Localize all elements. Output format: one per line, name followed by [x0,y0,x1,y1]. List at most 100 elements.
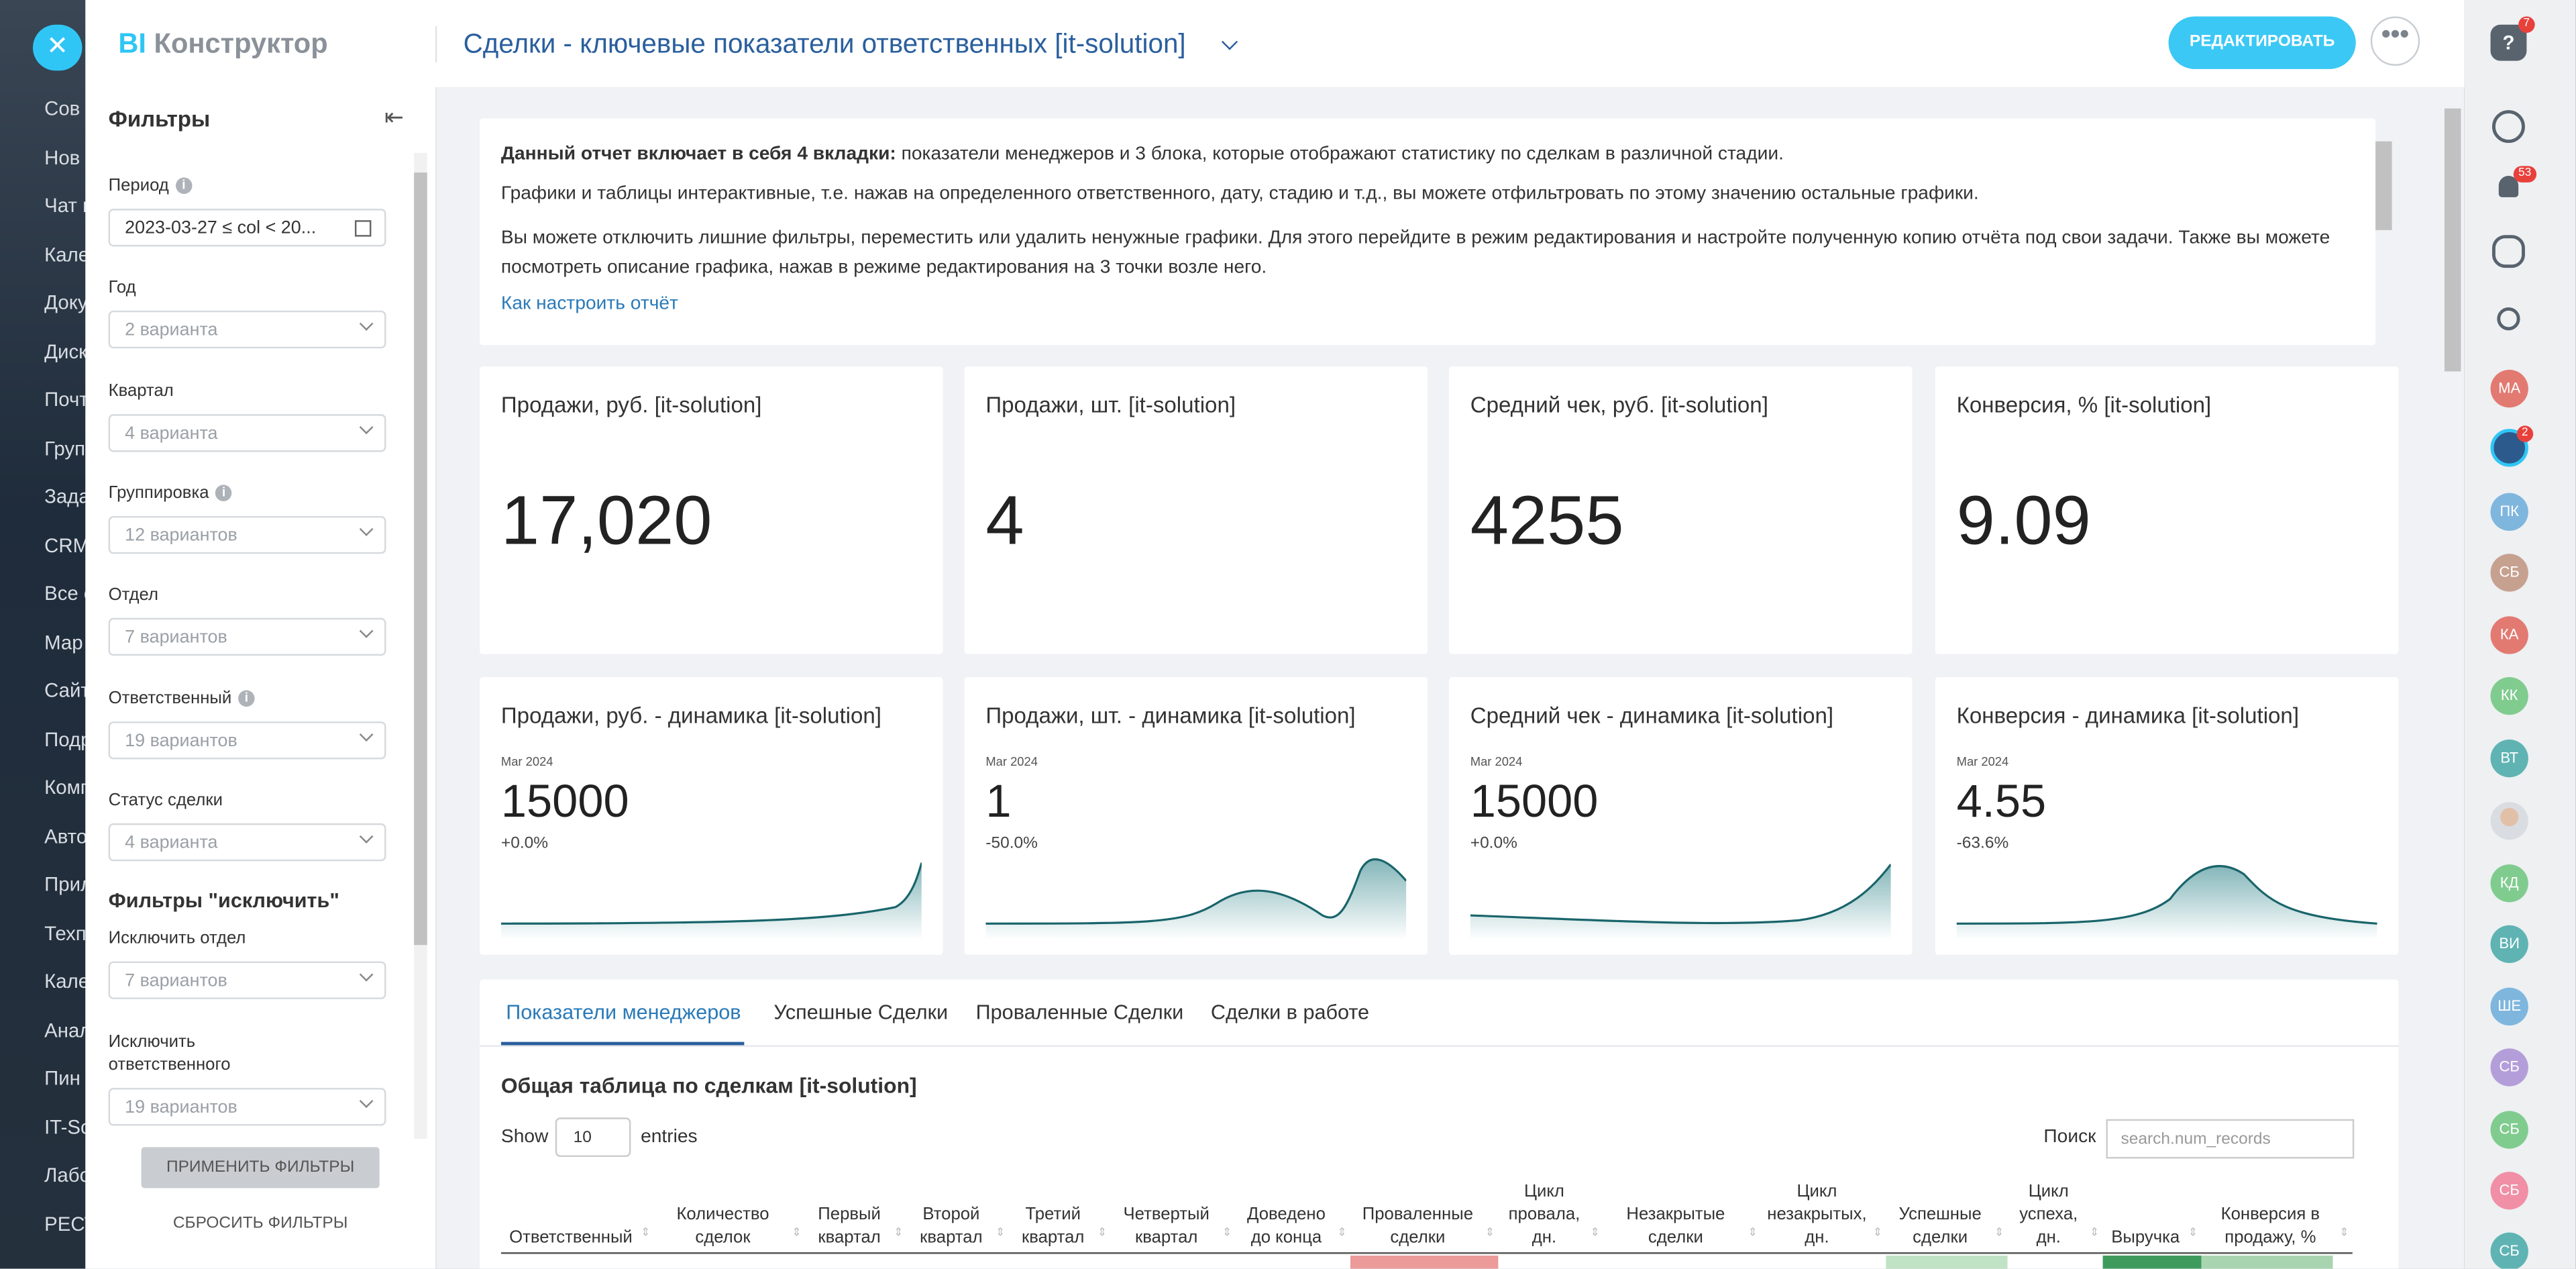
avatar[interactable]: СБ [2490,1110,2528,1148]
header-rule [500,1252,2353,1254]
filter-select[interactable]: 4 варианта [108,823,386,861]
filter-label-text: Ответственный [108,687,232,708]
activity-icon[interactable] [2491,110,2525,144]
chevron [359,967,374,982]
search-input[interactable]: search.num_records [2106,1119,2355,1159]
edit-button[interactable]: РЕДАКТИРОВАТЬ [2168,16,2356,69]
filter-select[interactable]: 2 варианта [108,311,386,349]
nav-item[interactable]: CRM [44,533,90,556]
nav-item[interactable]: Анал [44,1018,91,1042]
avatar[interactable]: ВТ [2490,738,2528,777]
tab[interactable]: Проваленные Сделки [975,1001,1184,1024]
filter-select[interactable]: 2023-03-27 ≤ col < 20... [108,209,386,247]
column-header[interactable]: Первый квартал [805,1174,894,1250]
nav-item[interactable]: Чат и [44,193,94,217]
column-title: Незакрытые сделки [1626,1205,1725,1248]
more-button[interactable]: ••• [2370,16,2420,66]
nav-item[interactable]: Комп [44,775,91,799]
filter-select[interactable]: 7 вариантов [108,961,386,999]
sort-icon: ⇕ [2090,1227,2100,1239]
dynamics-change: -63.6% [1956,835,2009,853]
dynamics-value: 15000 [1470,775,1599,827]
column-header[interactable]: Четвертый квартал [1110,1174,1222,1250]
column-header[interactable]: Цикл провала, дн. [1498,1174,1590,1250]
avatar[interactable]: ШЕ [2490,986,2528,1025]
nav-item[interactable]: Подр [44,727,92,750]
column-header[interactable]: Конверсия в продажу, % [2202,1174,2340,1250]
column-header[interactable]: Цикл незакрытых, дн. [1761,1174,1873,1250]
column-header[interactable]: Доведено до конца [1236,1174,1338,1250]
column-header[interactable]: Выручка [2103,1174,2188,1250]
filter-label-text: Исключить отдел [108,928,246,949]
page-size-select[interactable]: 10 [555,1117,631,1158]
intro-link[interactable]: Как настроить отчёт [500,294,678,314]
filter-select[interactable]: 19 вариантов [108,1088,386,1126]
column-header[interactable]: Второй квартал [907,1174,996,1250]
column-title: Доведено до конца [1247,1205,1326,1248]
filter-select[interactable]: 19 вариантов [108,720,386,759]
dynamics-title: Продажи, руб. - динамика [it-solution] [500,703,882,728]
scroll-thumb [414,172,427,946]
nav-item[interactable]: Пин [44,1066,80,1090]
filter-value: 12 вариантов [125,525,237,546]
reset-button[interactable]: СБРОСИТЬ ФИЛЬТРЫ [172,1214,348,1233]
nav-item[interactable]: Зада [44,485,90,508]
filter-select[interactable]: 7 вариантов [108,618,386,656]
nav-item[interactable]: IT-Sc [44,1115,91,1138]
avatar[interactable]: СБ [2490,1231,2528,1269]
avatar[interactable]: СБ [2490,1170,2528,1209]
column-header[interactable]: Третий квартал [1009,1174,1097,1250]
title-dropdown[interactable] [1221,34,1238,50]
nav-item[interactable]: Нов [44,145,80,169]
close-button[interactable]: ✕ [32,24,83,71]
tab[interactable]: Сделки в работе [1210,1001,1370,1024]
column-header[interactable]: Успешные сделки [1886,1174,1994,1250]
nav-item[interactable]: Кале [44,242,90,266]
nav-item[interactable]: Сов [44,97,80,120]
chat-icon[interactable] [2491,235,2525,268]
column-header[interactable]: Количество сделок [654,1174,792,1250]
column-header[interactable]: Цикл успеха, дн. [2008,1174,2090,1250]
avatar[interactable]: ПК [2490,492,2528,530]
logo: BI Конструктор [118,28,327,61]
page-size: 10 [573,1129,592,1148]
avatar[interactable]: МА [2490,368,2528,407]
search-icon[interactable] [2497,307,2520,331]
avatar[interactable]: КК [2490,676,2528,715]
collapse-button[interactable]: ⇤ [384,103,404,130]
nav-item[interactable]: Доку [44,291,88,314]
column-header[interactable]: Проваленные сделки [1350,1174,1485,1250]
nav-item[interactable]: Техп [44,921,87,944]
nav-item[interactable]: Диск [44,339,88,362]
filter-select[interactable]: 4 варианта [108,413,386,452]
dynamics-card: Средний чек - динамика [it-solution] Mar … [1448,676,1913,955]
user-photo[interactable] [2490,802,2528,840]
sort-icon: ⇕ [1590,1227,1600,1239]
tab[interactable]: Успешные Сделки [773,1001,949,1024]
info-icon: i [215,485,232,501]
nav-item[interactable]: Мар [44,630,83,654]
nav-item[interactable]: Сайт [44,678,90,702]
avatar[interactable]: КА [2490,615,2528,654]
tabs-divider [480,1045,2399,1047]
column-header[interactable]: Ответственный [501,1174,641,1250]
nav-item[interactable]: Почт [44,387,89,411]
intro-rest: показатели менеджеров и 3 блока, которые… [896,144,1784,164]
nav-item[interactable]: Прил [44,872,93,896]
nav-item[interactable]: Кале [44,969,90,993]
nav-item[interactable]: Груп [44,436,86,460]
sparkline [985,858,1407,940]
report-title[interactable]: Сделки - ключевые показатели ответственн… [463,30,1186,60]
apply-button[interactable]: ПРИМЕНИТЬ ФИЛЬТРЫ [141,1147,380,1188]
filter-select[interactable]: 12 вариантов [108,515,386,554]
avatar[interactable]: СБ [2490,553,2528,591]
avatar[interactable]: СБ [2490,1048,2528,1086]
avatar[interactable]: КД [2490,863,2528,902]
avatar[interactable]: ВИ [2490,924,2528,962]
tab[interactable]: Показатели менеджеров [506,1001,741,1024]
nav-item[interactable]: Авто [44,824,88,848]
kpi-title: Конверсия, % [it-solution] [1956,393,2212,418]
column-header[interactable]: Незакрытые сделки [1603,1174,1748,1250]
nav-item[interactable]: Лабо [44,1163,91,1187]
filter-label: Статус сделки [109,790,223,809]
